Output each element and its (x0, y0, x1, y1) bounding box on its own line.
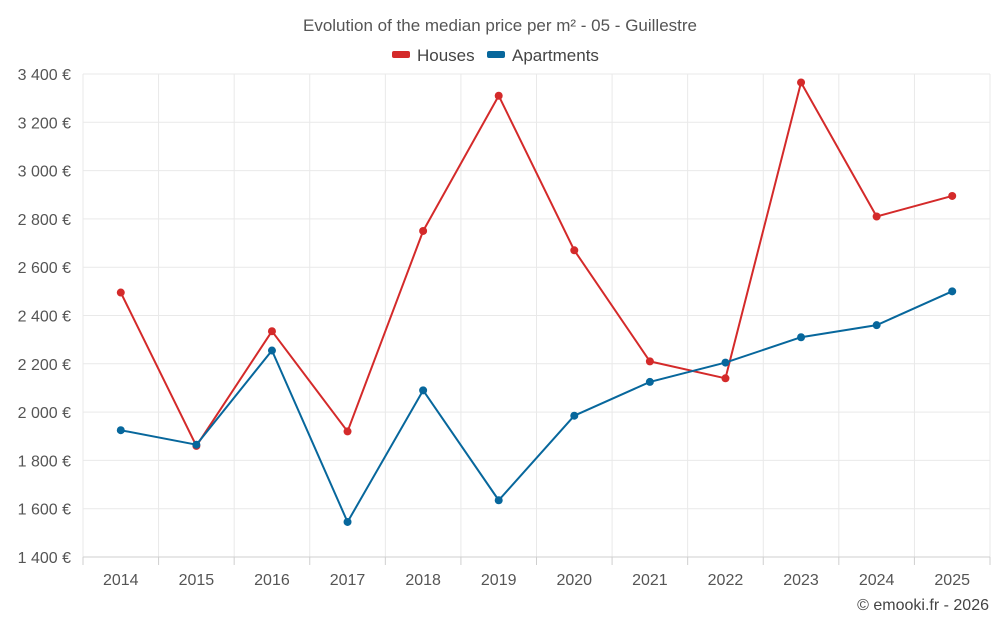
series-line-apartments (119, 290, 954, 523)
legend-swatch-houses (392, 51, 410, 58)
x-tick-label: 2014 (103, 572, 139, 589)
data-point-apartments-2019[interactable] (494, 496, 503, 505)
data-point-houses-2020[interactable] (570, 246, 579, 255)
chart-legend: Houses Apartments (392, 46, 599, 65)
data-point-apartments-2022[interactable] (721, 358, 730, 367)
data-point-houses-2019[interactable] (494, 91, 503, 100)
x-tick-label: 2019 (481, 572, 517, 589)
x-tick-label: 2017 (330, 572, 366, 589)
y-tick-label: 3 200 € (18, 115, 71, 132)
x-tick-label: 2018 (405, 572, 441, 589)
x-tick-label: 2015 (179, 572, 215, 589)
x-tick-label: 2016 (254, 572, 290, 589)
legend-label-apartments: Apartments (512, 46, 599, 65)
legend-label-houses: Houses (417, 46, 475, 65)
axis-layer (82, 556, 991, 565)
data-point-apartments-2025[interactable] (948, 287, 957, 296)
data-point-apartments-2021[interactable] (645, 377, 654, 386)
data-point-houses-2022[interactable] (721, 374, 730, 383)
x-tick-label: 2023 (783, 572, 819, 589)
series-line-houses (119, 81, 954, 447)
grid-layer (82, 73, 991, 557)
series-layer (116, 78, 957, 526)
legend-item-houses[interactable]: Houses (392, 46, 475, 65)
data-point-houses-2014[interactable] (116, 288, 125, 297)
x-tick-label: 2022 (708, 572, 744, 589)
data-point-apartments-2018[interactable] (419, 386, 428, 395)
data-point-apartments-2015[interactable] (192, 440, 201, 449)
data-point-apartments-2016[interactable] (267, 346, 276, 355)
data-point-apartments-2014[interactable] (116, 426, 125, 435)
chart-title: Evolution of the median price per m² - 0… (303, 16, 697, 35)
data-point-apartments-2023[interactable] (797, 333, 806, 342)
x-tick-label: 2025 (934, 572, 970, 589)
y-axis-labels: 1 400 € 1 600 € 1 800 € 2 000 € 2 200 € 2 400… (18, 67, 71, 567)
y-tick-label: 3 000 € (18, 164, 71, 181)
legend-item-apartments[interactable]: Apartments (487, 46, 599, 65)
data-point-apartments-2024[interactable] (872, 321, 881, 330)
x-axis-labels: 2014 2015 2016 2017 2018 2019 2020 2021 2022 2023… (103, 572, 970, 589)
data-point-apartments-2020[interactable] (570, 411, 579, 420)
y-tick-label: 2 400 € (18, 309, 71, 326)
y-tick-label: 1 600 € (18, 502, 71, 519)
data-point-houses-2018[interactable] (419, 226, 428, 235)
y-tick-label: 2 600 € (18, 260, 71, 277)
data-point-houses-2021[interactable] (645, 357, 654, 366)
data-point-houses-2016[interactable] (267, 327, 276, 336)
y-tick-label: 3 400 € (18, 67, 71, 84)
data-point-houses-2024[interactable] (872, 212, 881, 221)
x-tick-label: 2024 (859, 572, 895, 589)
data-point-houses-2025[interactable] (948, 191, 957, 200)
data-point-houses-2023[interactable] (797, 78, 806, 87)
y-tick-label: 1 800 € (18, 453, 71, 470)
y-tick-label: 2 000 € (18, 405, 71, 422)
legend-swatch-apartments (487, 51, 505, 58)
y-tick-label: 2 800 € (18, 212, 71, 229)
credit-text: © emooki.fr - 2026 (857, 597, 989, 614)
y-tick-label: 1 400 € (18, 550, 71, 567)
x-tick-label: 2020 (556, 572, 592, 589)
data-point-apartments-2017[interactable] (343, 517, 352, 526)
data-point-houses-2017[interactable] (343, 427, 352, 436)
x-tick-label: 2021 (632, 572, 668, 589)
y-tick-label: 2 200 € (18, 357, 71, 374)
